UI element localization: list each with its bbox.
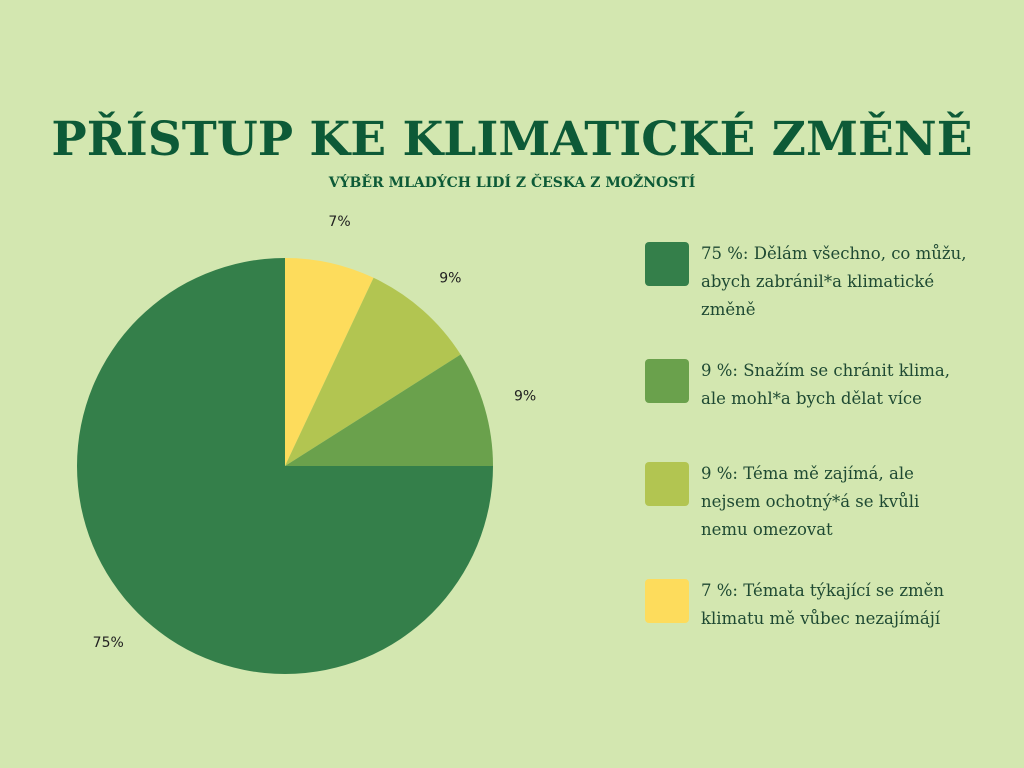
- legend-label-3: 9 %: Téma mě zajímá, ale nejsem ochotný*…: [701, 464, 920, 539]
- pie-slice-label-4: 75%: [93, 635, 124, 651]
- legend-label-4: 7 %: Témata týkající se změn klimatu mě …: [701, 581, 945, 628]
- chart-title: PŘÍSTUP KE KLIMATICKÉ ZMĚNĚ: [51, 112, 973, 167]
- pie-slice-3: [285, 354, 493, 466]
- legend-swatch-3: [645, 462, 689, 506]
- legend-swatch-2: [645, 359, 689, 403]
- pie-slice-label-2: 9%: [439, 270, 461, 286]
- legend-label-1: 75 %: Dělám všechno, co můžu, abych zabr…: [701, 244, 967, 319]
- pie-slice-2: [285, 277, 461, 466]
- pie-slice-label-3: 9%: [514, 388, 536, 404]
- pie-slice-label-1: 7%: [328, 214, 350, 230]
- legend-swatch-4: [645, 579, 689, 623]
- chart-subtitle: VÝBĚR MLADÝCH LIDÍ Z ČESKA Z MOŽNOSTÍ: [328, 175, 696, 191]
- legend-label-2: 9 %: Snažím se chránit klima, ale mohl*a…: [701, 361, 950, 408]
- pie-slice-4: [77, 258, 493, 674]
- pie-slice-1: [285, 258, 374, 466]
- legend-swatch-1: [645, 242, 689, 286]
